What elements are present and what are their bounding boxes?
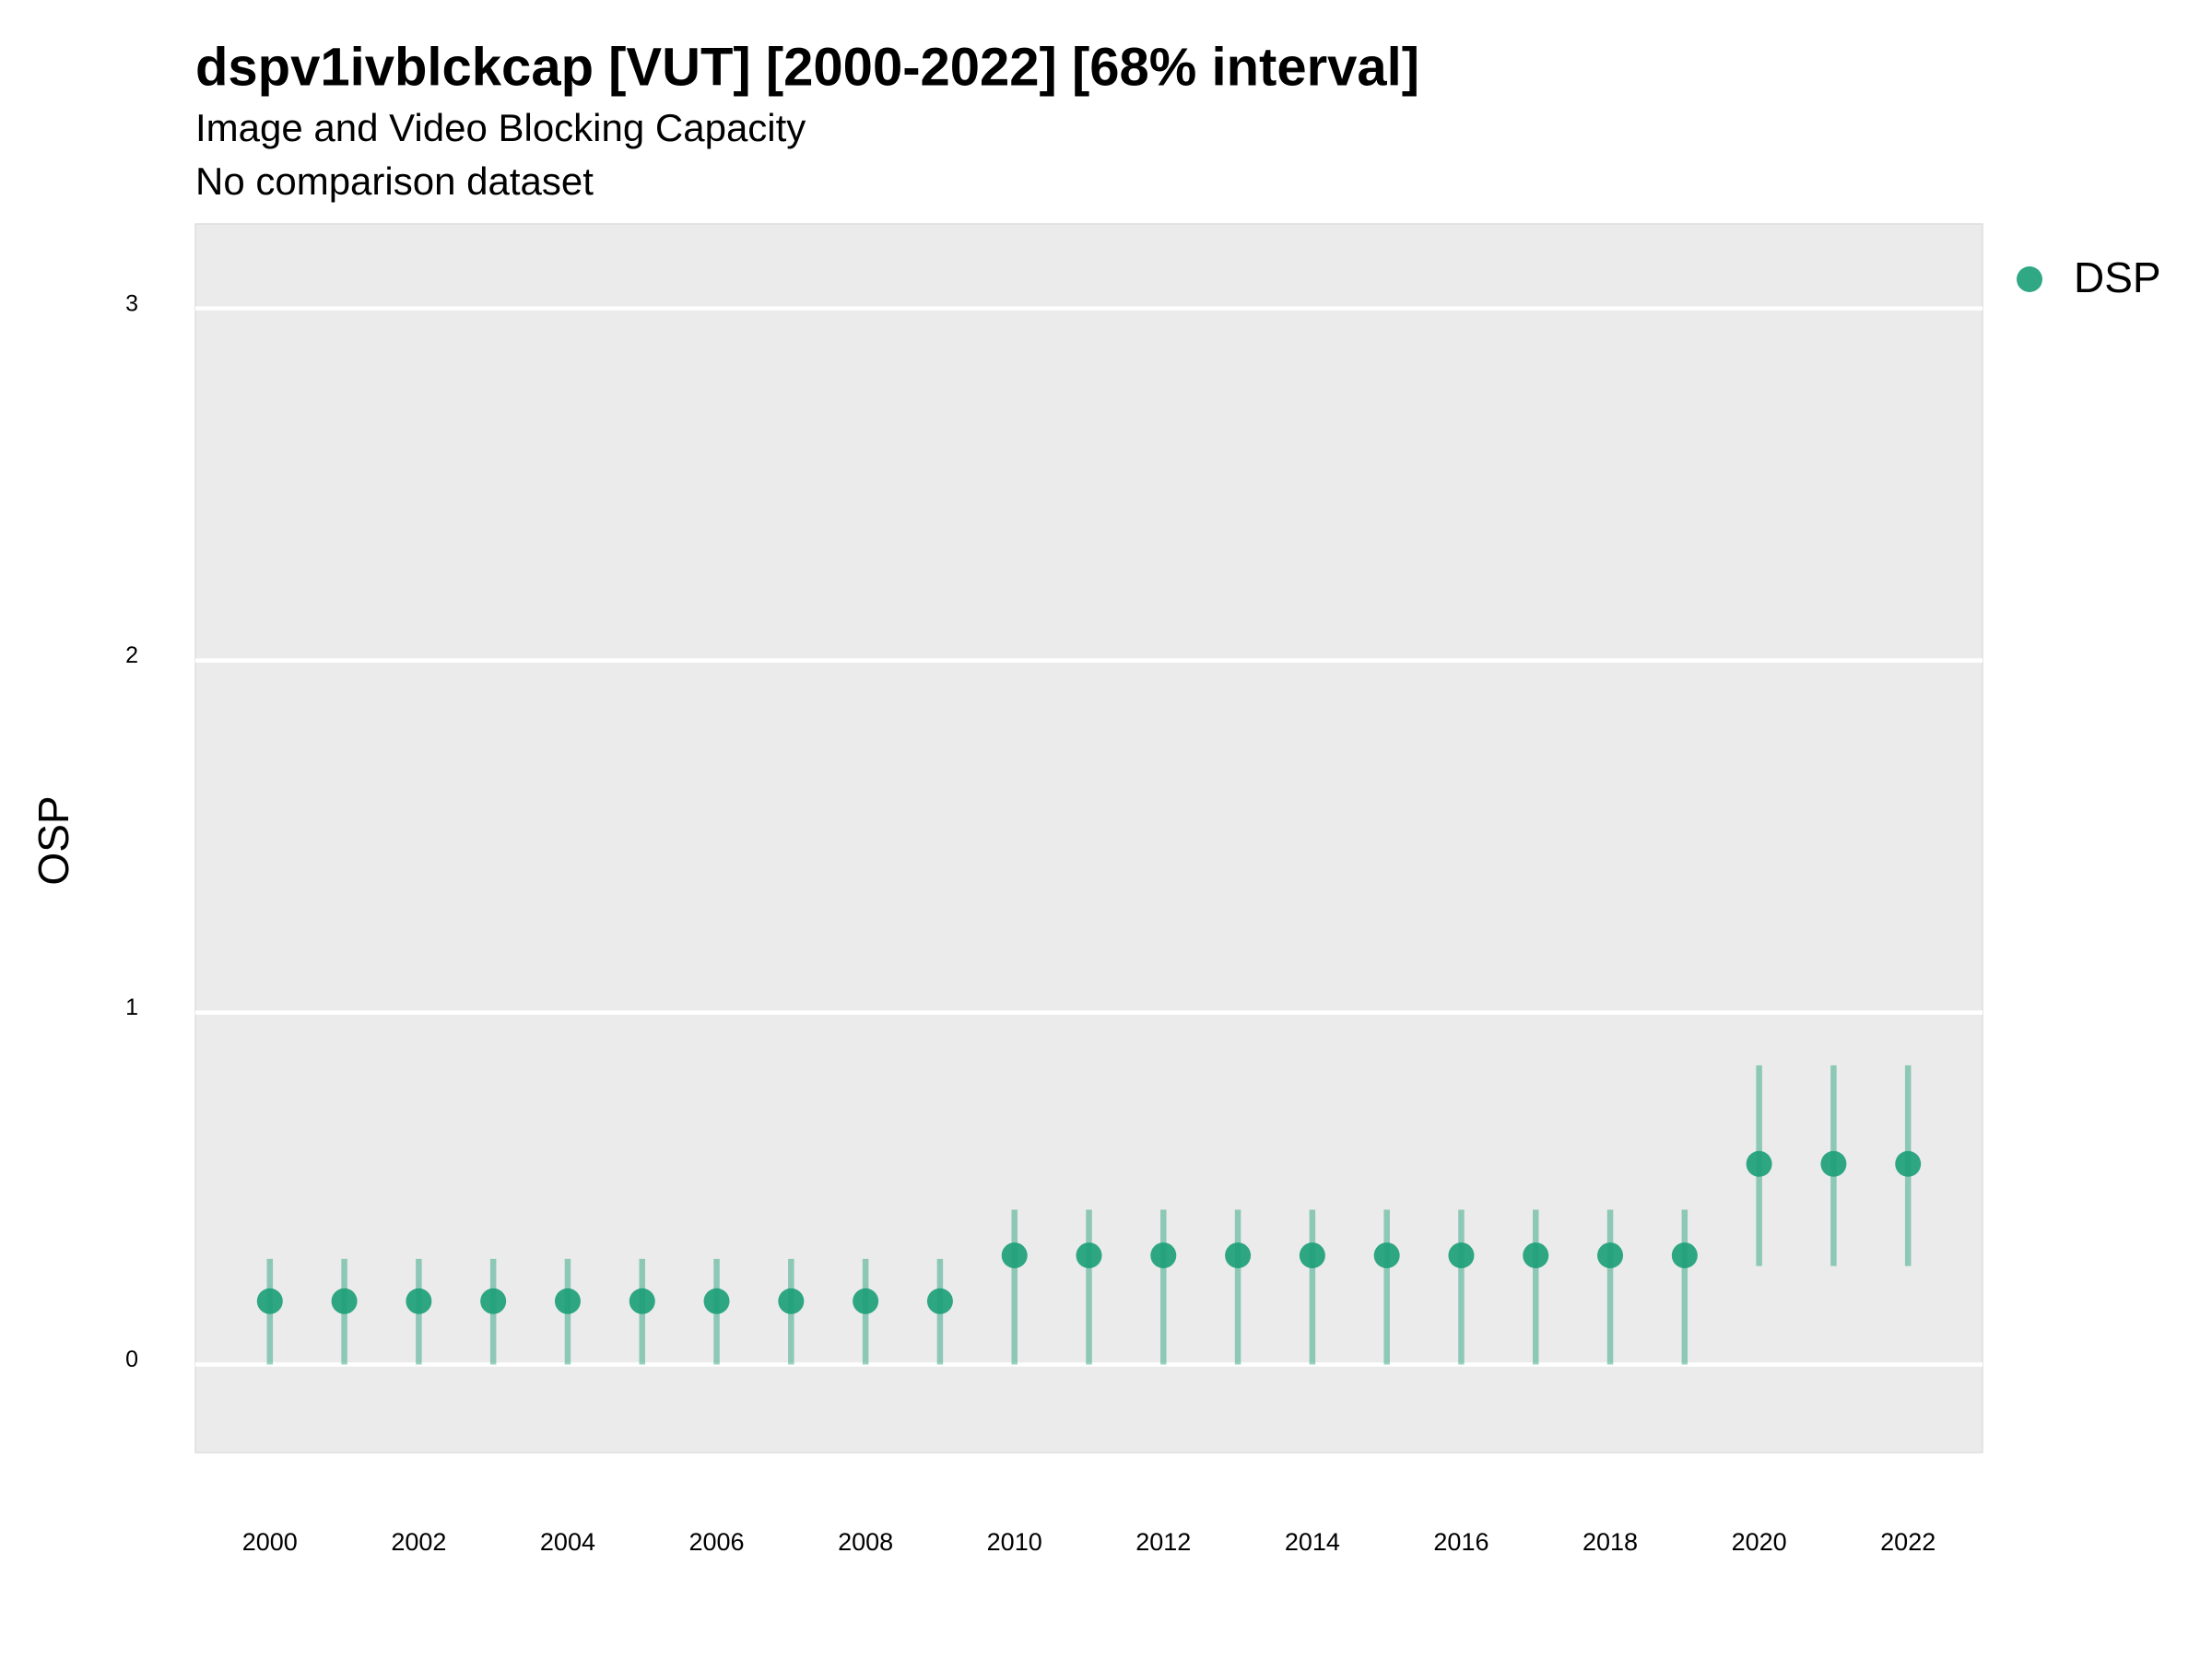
point (1746, 1150, 1772, 1177)
point (1001, 1242, 1028, 1269)
point (480, 1288, 507, 1314)
x-tick-label: 2018 (1583, 1528, 1638, 1556)
point (1299, 1242, 1325, 1269)
point (1373, 1242, 1400, 1269)
point (1820, 1150, 1847, 1177)
chart-note: No comparison dataset (195, 159, 594, 203)
point (1895, 1150, 1922, 1177)
y-tick-label: 3 (125, 290, 138, 316)
x-tick-label: 2016 (1433, 1528, 1488, 1556)
x-tick-label: 2012 (1135, 1528, 1191, 1556)
point (1076, 1242, 1102, 1269)
x-tick-label: 2000 (242, 1528, 298, 1556)
chart-subtitle: Image and Video Blocking Capacity (195, 106, 806, 149)
x-tick-label: 2020 (1732, 1528, 1787, 1556)
point (406, 1288, 432, 1314)
x-tick-label: 2014 (1285, 1528, 1340, 1556)
point (1597, 1242, 1624, 1269)
point (256, 1288, 283, 1314)
point (778, 1288, 805, 1314)
point (1225, 1242, 1252, 1269)
x-tick-label: 2010 (987, 1528, 1042, 1556)
point (331, 1288, 358, 1314)
point (629, 1288, 655, 1314)
legend-marker (2017, 266, 2042, 292)
point (926, 1288, 953, 1314)
point (554, 1288, 581, 1314)
legend-label: DSP (2074, 253, 2161, 301)
point (1150, 1242, 1177, 1269)
y-tick-label: 0 (125, 1347, 138, 1372)
y-tick-label: 2 (125, 642, 138, 668)
y-tick-label: 1 (125, 994, 138, 1020)
point (1671, 1242, 1698, 1269)
x-tick-label: 2002 (391, 1528, 446, 1556)
x-tick-label: 2004 (540, 1528, 595, 1556)
point (853, 1288, 879, 1314)
x-tick-label: 2006 (689, 1528, 745, 1556)
y-axis-label: OSP (29, 795, 77, 885)
chart-title: dspv1ivblckcap [VUT] [2000-2022] [68% in… (195, 37, 1419, 97)
x-tick-label: 2022 (1880, 1528, 1936, 1556)
point (703, 1288, 730, 1314)
x-tick-label: 2008 (838, 1528, 893, 1556)
point (1448, 1242, 1475, 1269)
point (1523, 1242, 1549, 1269)
